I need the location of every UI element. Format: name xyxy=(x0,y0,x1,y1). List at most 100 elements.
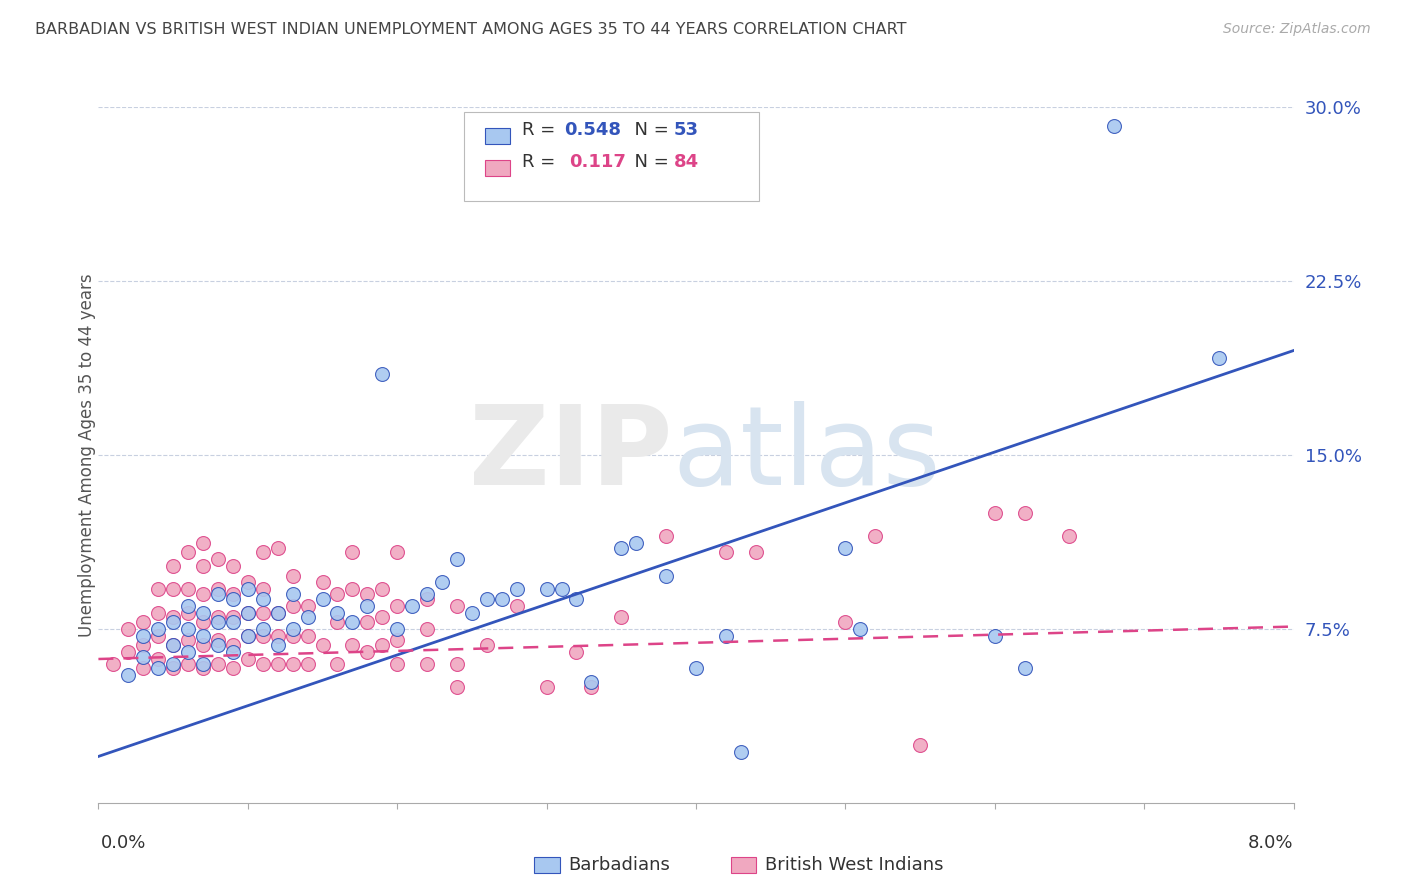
Text: atlas: atlas xyxy=(672,401,941,508)
Text: BARBADIAN VS BRITISH WEST INDIAN UNEMPLOYMENT AMONG AGES 35 TO 44 YEARS CORRELAT: BARBADIAN VS BRITISH WEST INDIAN UNEMPLO… xyxy=(35,22,907,37)
Point xyxy=(267,606,290,620)
Point xyxy=(177,657,200,671)
Point xyxy=(148,629,170,643)
Point xyxy=(191,629,214,643)
Point xyxy=(385,622,409,636)
Point xyxy=(714,545,737,559)
Point xyxy=(565,645,588,659)
Point xyxy=(506,599,529,613)
Point xyxy=(207,633,229,648)
Point xyxy=(1059,529,1081,543)
Point xyxy=(132,661,155,675)
Point xyxy=(610,610,633,624)
Point xyxy=(371,582,394,597)
Point xyxy=(177,545,200,559)
Point xyxy=(132,638,155,652)
Point xyxy=(1208,351,1230,365)
Point xyxy=(207,615,229,629)
Point xyxy=(162,638,184,652)
Point xyxy=(191,657,214,671)
Point xyxy=(162,657,184,671)
Point xyxy=(177,582,200,597)
Point xyxy=(222,645,245,659)
Text: British West Indians: British West Indians xyxy=(765,856,943,874)
Point xyxy=(117,668,139,682)
Point xyxy=(401,599,423,613)
Point xyxy=(581,675,603,690)
Point xyxy=(267,606,290,620)
Text: 0.0%: 0.0% xyxy=(101,834,146,852)
Point xyxy=(222,591,245,606)
Point xyxy=(267,541,290,555)
Point xyxy=(655,529,678,543)
Text: 0.548: 0.548 xyxy=(564,121,621,139)
Point xyxy=(475,638,498,652)
Point xyxy=(281,622,304,636)
Point xyxy=(342,582,364,597)
Point xyxy=(191,606,214,620)
Point xyxy=(446,680,468,694)
Point xyxy=(252,545,274,559)
Text: R =: R = xyxy=(522,153,567,171)
Point xyxy=(222,638,245,652)
Point xyxy=(222,610,245,624)
Point xyxy=(342,638,364,652)
Point xyxy=(281,587,304,601)
Point xyxy=(581,680,603,694)
Point xyxy=(506,582,529,597)
Point xyxy=(834,541,856,555)
Point xyxy=(326,615,349,629)
Point xyxy=(385,633,409,648)
Text: Barbadians: Barbadians xyxy=(568,856,669,874)
Text: R =: R = xyxy=(522,121,561,139)
Text: Source: ZipAtlas.com: Source: ZipAtlas.com xyxy=(1223,22,1371,37)
Point xyxy=(148,652,170,666)
Point xyxy=(342,615,364,629)
Point xyxy=(311,638,333,652)
Point xyxy=(714,629,737,643)
Point xyxy=(685,661,707,675)
Point xyxy=(191,638,214,652)
Point xyxy=(356,615,378,629)
Point xyxy=(148,606,170,620)
Point xyxy=(297,629,319,643)
Point xyxy=(191,559,214,574)
Point xyxy=(117,622,139,636)
Point xyxy=(416,591,439,606)
Point xyxy=(177,599,200,613)
Point xyxy=(162,615,184,629)
Point xyxy=(311,575,333,590)
Text: N =: N = xyxy=(623,153,675,171)
Point xyxy=(267,638,290,652)
Point xyxy=(191,587,214,601)
Point xyxy=(908,738,931,752)
Point xyxy=(461,606,484,620)
Point xyxy=(430,575,453,590)
Y-axis label: Unemployment Among Ages 35 to 44 years: Unemployment Among Ages 35 to 44 years xyxy=(79,273,96,637)
Text: 0.117: 0.117 xyxy=(569,153,626,171)
Text: 84: 84 xyxy=(673,153,699,171)
Point xyxy=(281,568,304,582)
Point xyxy=(252,657,274,671)
Point xyxy=(236,575,259,590)
Point xyxy=(849,622,872,636)
Point xyxy=(191,536,214,550)
Point xyxy=(371,610,394,624)
Point xyxy=(236,606,259,620)
Point xyxy=(730,745,752,759)
Point xyxy=(162,661,184,675)
Point xyxy=(371,638,394,652)
Point xyxy=(236,606,259,620)
Point xyxy=(326,587,349,601)
Point xyxy=(267,657,290,671)
Point xyxy=(132,649,155,664)
Point xyxy=(222,661,245,675)
Point xyxy=(655,568,678,582)
Point xyxy=(1102,119,1125,133)
Point xyxy=(162,610,184,624)
Point xyxy=(162,638,184,652)
Point xyxy=(475,591,498,606)
Point xyxy=(191,661,214,675)
Point xyxy=(385,657,409,671)
Point xyxy=(132,629,155,643)
